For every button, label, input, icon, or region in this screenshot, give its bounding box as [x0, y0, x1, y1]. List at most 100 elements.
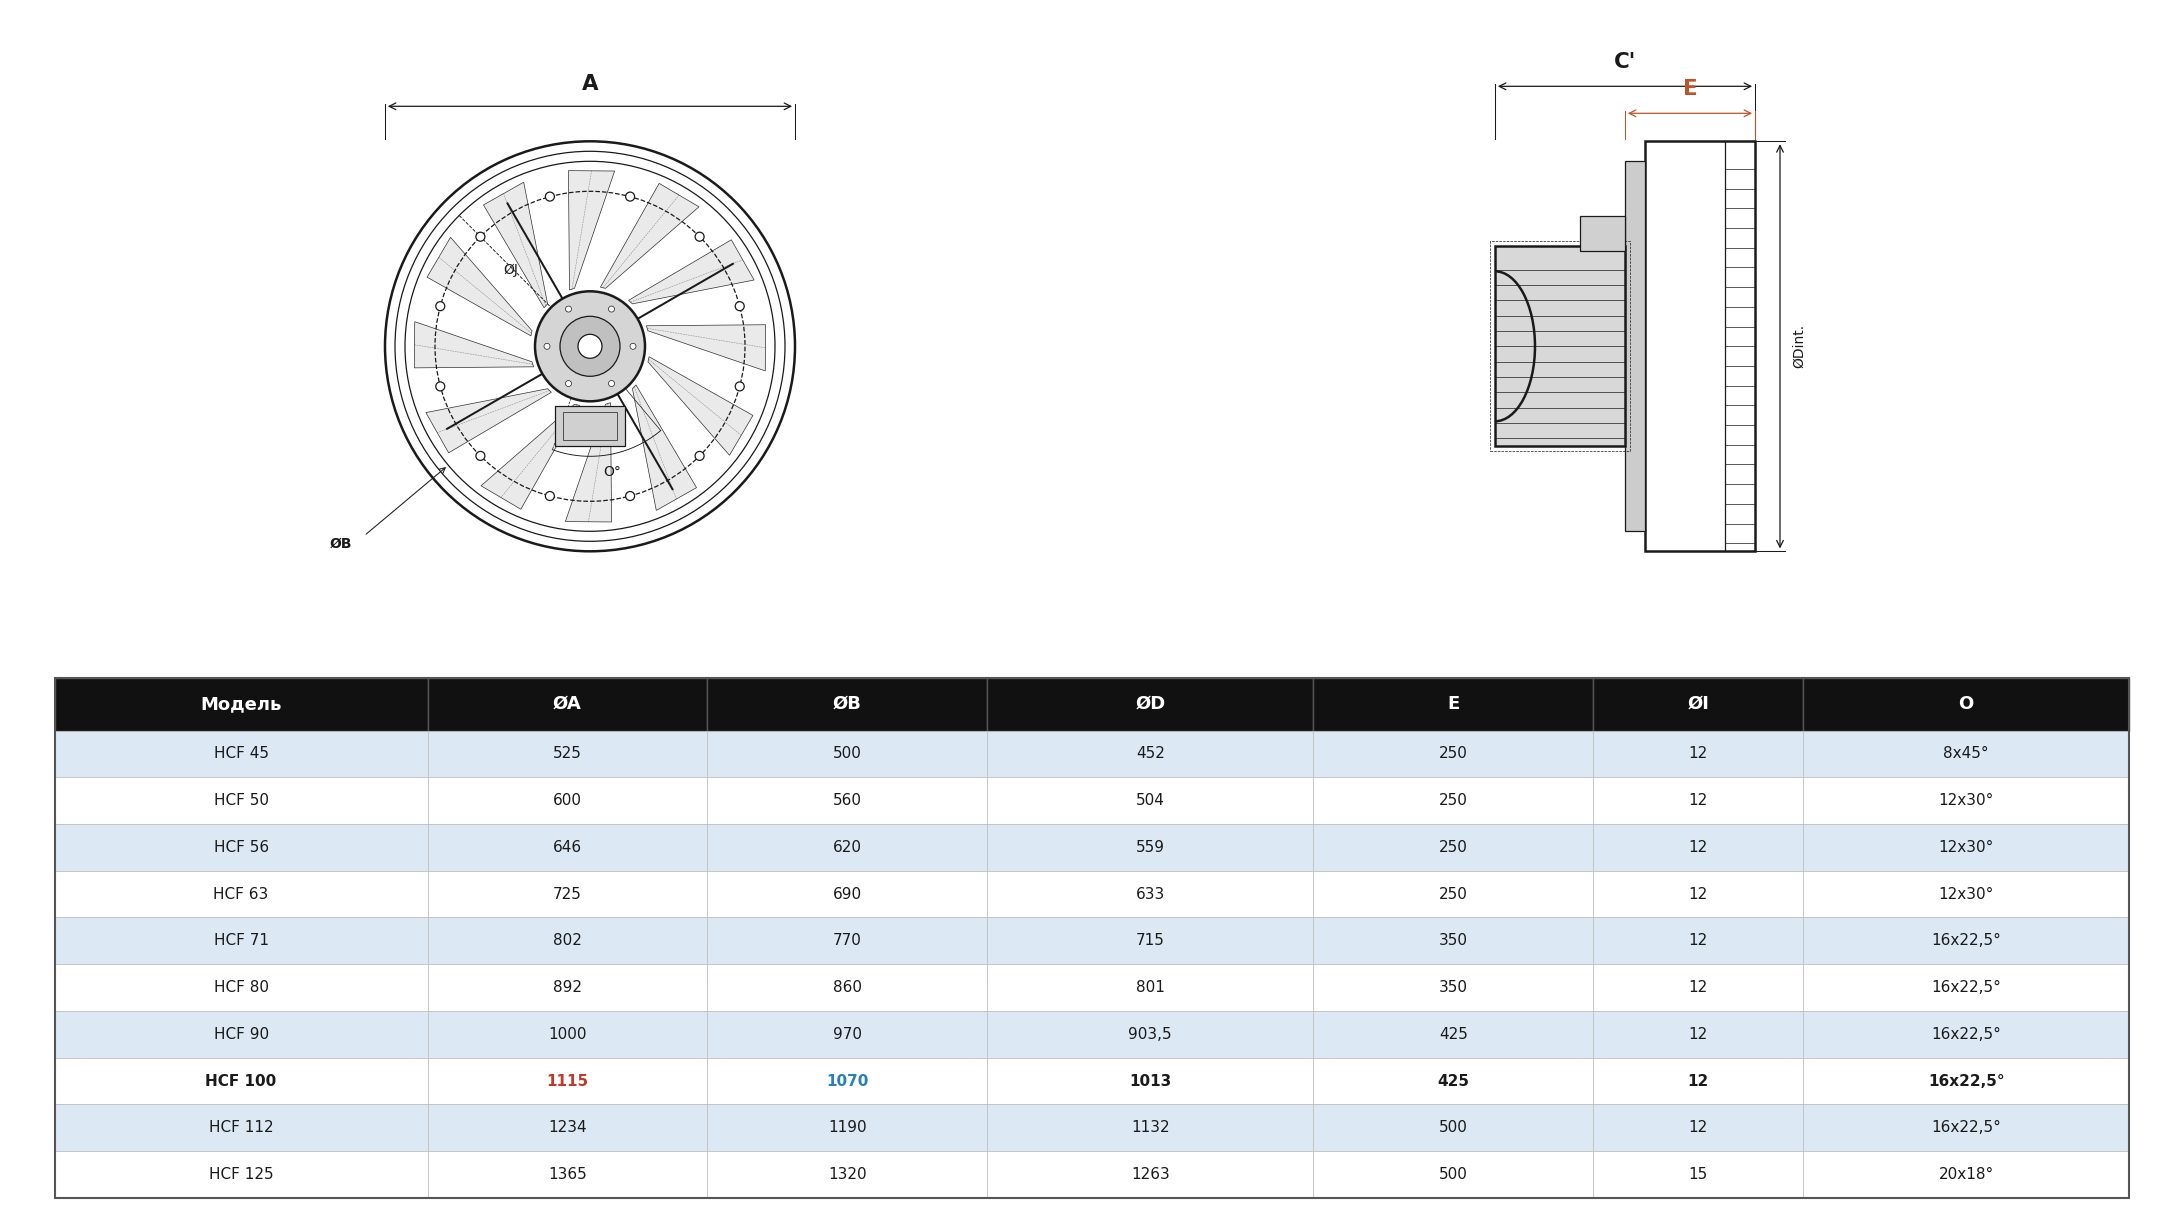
Bar — [987, 1058, 1313, 1105]
Circle shape — [736, 301, 745, 311]
Bar — [428, 1105, 708, 1151]
Circle shape — [629, 344, 636, 350]
Text: 892: 892 — [553, 980, 581, 995]
Text: 425: 425 — [1437, 1073, 1470, 1089]
Circle shape — [559, 316, 620, 376]
Bar — [1804, 678, 2129, 731]
Polygon shape — [646, 324, 767, 371]
Text: 250: 250 — [1439, 747, 1468, 761]
Bar — [987, 917, 1313, 964]
Bar — [428, 917, 708, 964]
Text: ØD: ØD — [1136, 695, 1166, 713]
Polygon shape — [633, 385, 697, 511]
Text: 16x22,5°: 16x22,5° — [1931, 980, 2001, 995]
Text: 350: 350 — [1439, 980, 1468, 995]
Text: 16x22,5°: 16x22,5° — [1931, 1120, 2001, 1135]
Bar — [1313, 1012, 1592, 1058]
Bar — [1592, 777, 1804, 824]
Polygon shape — [426, 388, 550, 453]
Text: 452: 452 — [1136, 747, 1164, 761]
Text: 1013: 1013 — [1129, 1073, 1171, 1089]
Text: 12: 12 — [1688, 887, 1708, 901]
Bar — [1313, 824, 1592, 871]
Circle shape — [625, 491, 636, 501]
Text: ØDint.: ØDint. — [1793, 324, 1806, 368]
Bar — [1489, 241, 1629, 451]
Text: 500: 500 — [832, 747, 863, 761]
Bar — [987, 1105, 1313, 1151]
Circle shape — [736, 382, 745, 391]
Text: ØI: ØI — [1688, 695, 1710, 713]
Bar — [1313, 777, 1592, 824]
Circle shape — [544, 344, 550, 350]
Text: HCF 90: HCF 90 — [214, 1027, 269, 1042]
Bar — [708, 871, 987, 917]
Text: ØB: ØB — [832, 695, 863, 713]
Polygon shape — [415, 322, 533, 368]
Text: 770: 770 — [832, 933, 863, 949]
Bar — [708, 731, 987, 777]
Bar — [55, 964, 428, 1012]
Text: 12: 12 — [1688, 1027, 1708, 1042]
Text: ØJ: ØJ — [502, 263, 518, 277]
Bar — [55, 731, 428, 777]
Text: 12x30°: 12x30° — [1939, 840, 1994, 855]
Text: 801: 801 — [1136, 980, 1164, 995]
Text: 16x22,5°: 16x22,5° — [1931, 1027, 2001, 1042]
Text: ВЕНТЕЛ: ВЕНТЕЛ — [636, 923, 1009, 1004]
Bar — [1592, 1058, 1804, 1105]
Circle shape — [535, 292, 644, 402]
Bar — [1313, 917, 1592, 964]
Bar — [555, 407, 625, 446]
Bar — [1592, 824, 1804, 871]
Bar — [55, 871, 428, 917]
Bar — [55, 777, 428, 824]
Text: HCF 63: HCF 63 — [214, 887, 269, 901]
Text: 715: 715 — [1136, 933, 1164, 949]
Bar — [1804, 1151, 2129, 1198]
Circle shape — [437, 382, 446, 391]
Bar — [1579, 217, 1625, 252]
Text: C': C' — [1614, 52, 1636, 73]
Text: 16x22,5°: 16x22,5° — [1928, 1073, 2005, 1089]
Polygon shape — [568, 171, 614, 290]
Bar — [1592, 917, 1804, 964]
Bar — [987, 964, 1313, 1012]
Text: E: E — [1448, 695, 1459, 713]
Bar — [708, 777, 987, 824]
Bar — [1313, 678, 1592, 731]
Text: 970: 970 — [832, 1027, 863, 1042]
Bar — [708, 1105, 987, 1151]
Text: A: A — [581, 74, 598, 94]
Text: ØB: ØB — [330, 537, 352, 551]
Circle shape — [579, 334, 603, 358]
Bar — [1592, 964, 1804, 1012]
Circle shape — [566, 306, 572, 312]
Bar — [987, 824, 1313, 871]
Circle shape — [546, 491, 555, 501]
Text: HCF 100: HCF 100 — [205, 1073, 277, 1089]
Text: 504: 504 — [1136, 793, 1164, 808]
Bar — [428, 871, 708, 917]
Text: 12: 12 — [1688, 747, 1708, 761]
Bar — [55, 1058, 428, 1105]
Bar — [1592, 731, 1804, 777]
Circle shape — [625, 192, 636, 201]
Text: 12: 12 — [1688, 933, 1708, 949]
Bar — [1804, 1012, 2129, 1058]
Text: 250: 250 — [1439, 887, 1468, 901]
Text: 250: 250 — [1439, 840, 1468, 855]
Text: 903,5: 903,5 — [1129, 1027, 1173, 1042]
Bar — [428, 824, 708, 871]
Bar — [1313, 731, 1592, 777]
Bar — [987, 731, 1313, 777]
Bar — [1804, 1058, 2129, 1105]
Bar — [1313, 1058, 1592, 1105]
Text: 12: 12 — [1688, 840, 1708, 855]
Text: O°: O° — [603, 466, 620, 479]
Bar — [1313, 1151, 1592, 1198]
Bar — [708, 824, 987, 871]
Bar — [428, 678, 708, 731]
Bar — [1592, 1151, 1804, 1198]
Bar — [1592, 1012, 1804, 1058]
